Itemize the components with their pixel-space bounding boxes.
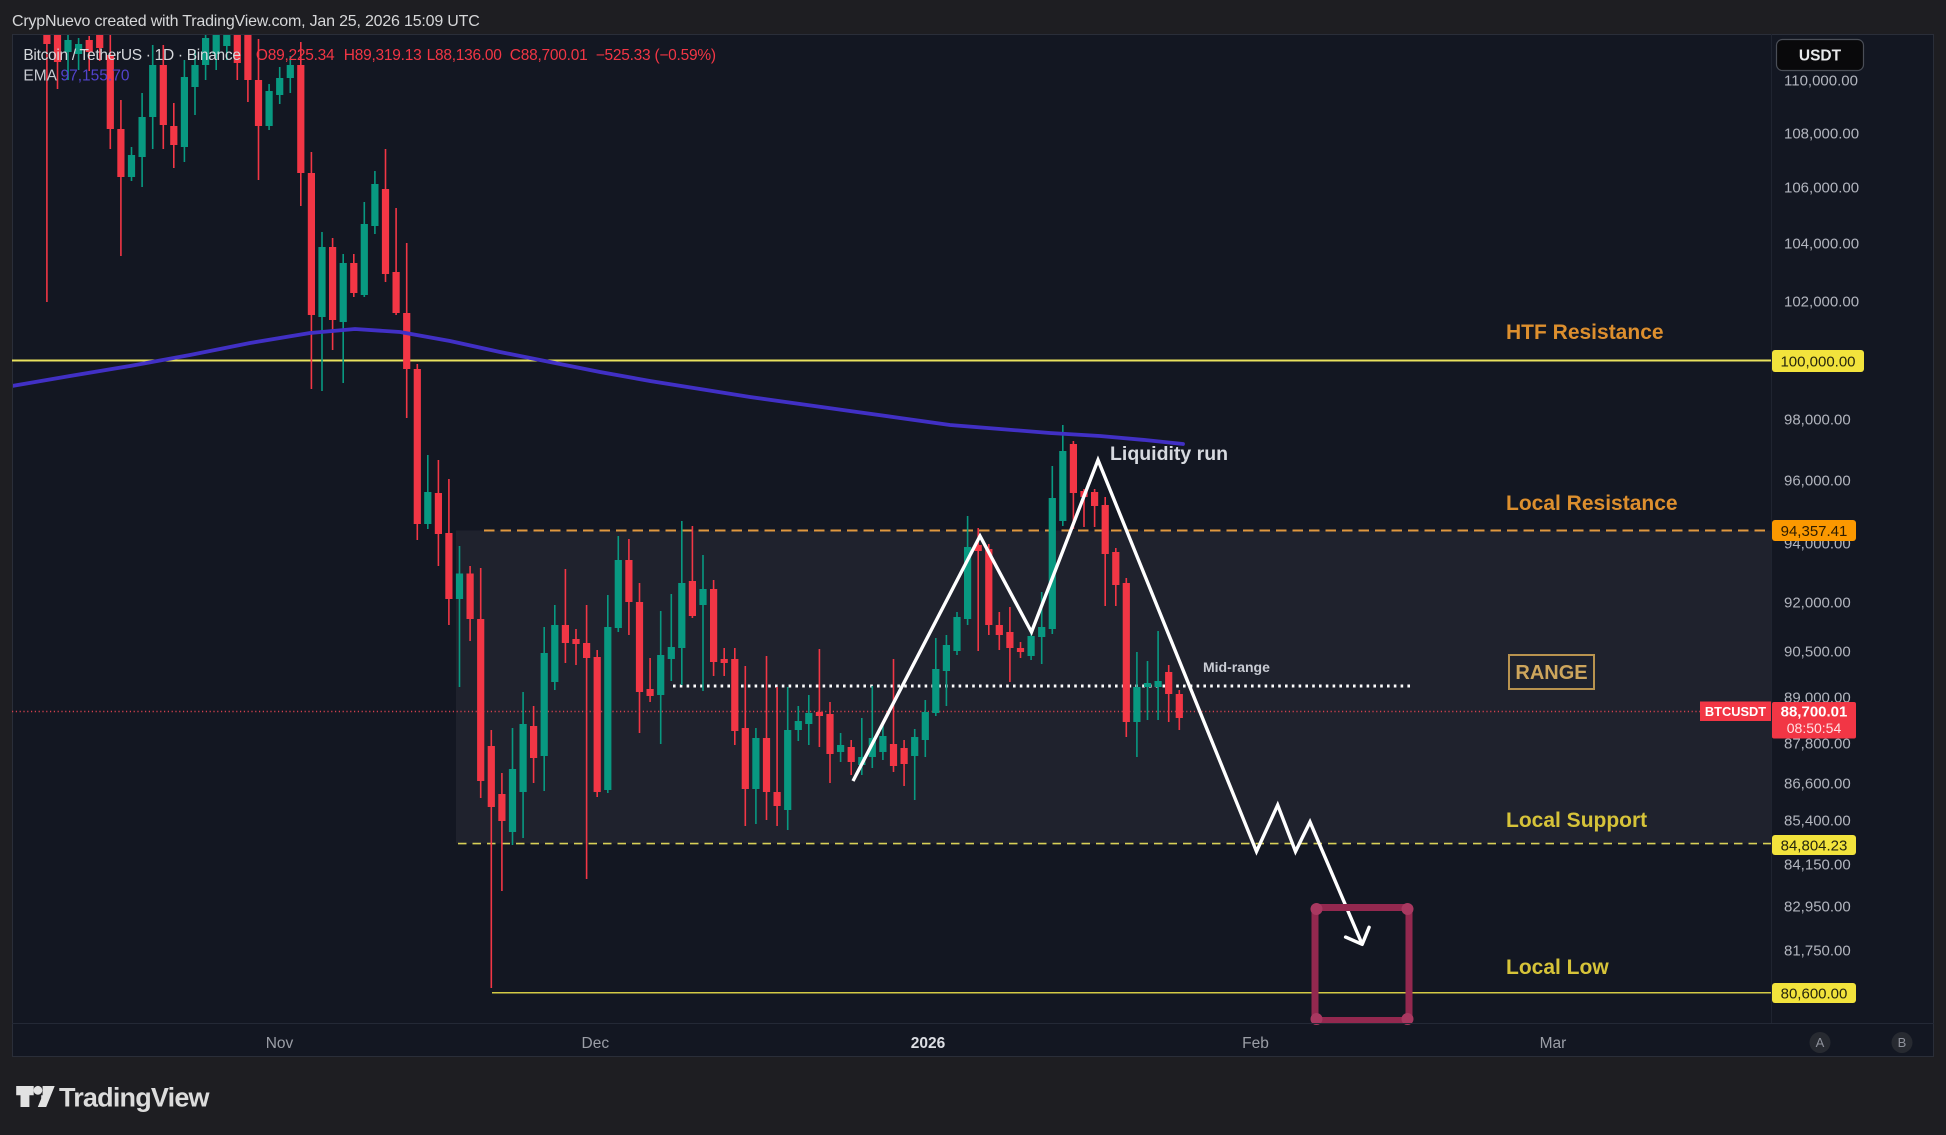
svg-text:BTCUSDT: BTCUSDT — [1705, 704, 1766, 719]
svg-text:100,000.00: 100,000.00 — [1780, 353, 1855, 370]
svg-text:Dec: Dec — [582, 1035, 610, 1052]
svg-text:104,000.00: 104,000.00 — [1784, 236, 1859, 253]
svg-text:84,150.00: 84,150.00 — [1784, 857, 1851, 874]
svg-text:Local Low: Local Low — [1506, 956, 1609, 979]
svg-text:85,400.00: 85,400.00 — [1784, 813, 1851, 830]
svg-text:102,000.00: 102,000.00 — [1784, 294, 1859, 311]
svg-text:−525.33 (−0.59%): −525.33 (−0.59%) — [596, 47, 716, 64]
svg-text:O89,225.34: O89,225.34 — [256, 47, 335, 64]
svg-text:B: B — [1898, 1035, 1907, 1050]
svg-text:08:50:54: 08:50:54 — [1787, 720, 1842, 736]
svg-text:Local Support: Local Support — [1506, 809, 1647, 832]
svg-text:Liquidity run: Liquidity run — [1110, 443, 1228, 465]
svg-text:HTF Resistance: HTF Resistance — [1506, 321, 1664, 344]
svg-text:2026: 2026 — [911, 1035, 946, 1052]
svg-text:97,155.70: 97,155.70 — [61, 67, 130, 84]
svg-text:USDT: USDT — [1799, 48, 1842, 65]
svg-text:94,357.41: 94,357.41 — [1781, 523, 1848, 540]
svg-text:Nov: Nov — [266, 1035, 294, 1052]
svg-text:EMA: EMA — [23, 67, 57, 84]
svg-text:86,600.00: 86,600.00 — [1784, 776, 1851, 793]
svg-text:Bitcoin / TetherUS · 1D · Bina: Bitcoin / TetherUS · 1D · Binance — [23, 47, 240, 64]
svg-text:80,600.00: 80,600.00 — [1781, 985, 1848, 1002]
svg-text:87,800.00: 87,800.00 — [1784, 736, 1851, 753]
svg-text:A: A — [1816, 1035, 1825, 1050]
svg-text:110,000.00: 110,000.00 — [1784, 73, 1858, 90]
svg-text:RANGE: RANGE — [1515, 662, 1587, 684]
svg-text:96,000.00: 96,000.00 — [1784, 473, 1851, 490]
svg-text:C88,700.01: C88,700.01 — [510, 47, 588, 64]
svg-text:88,700.01: 88,700.01 — [1781, 704, 1848, 721]
svg-text:108,000.00: 108,000.00 — [1784, 126, 1859, 143]
svg-text:Mar: Mar — [1540, 1035, 1567, 1052]
svg-text:81,750.00: 81,750.00 — [1784, 943, 1851, 960]
svg-text:CrypNuevo created with Trading: CrypNuevo created with TradingView.com, … — [12, 13, 480, 30]
svg-text:Feb: Feb — [1242, 1035, 1269, 1052]
svg-text:H89,319.13: H89,319.13 — [344, 47, 422, 64]
svg-text:TradingView: TradingView — [59, 1083, 211, 1113]
svg-text:84,804.23: 84,804.23 — [1781, 837, 1848, 854]
svg-text:82,950.00: 82,950.00 — [1784, 899, 1851, 916]
svg-text:90,500.00: 90,500.00 — [1784, 644, 1851, 661]
svg-text:106,000.00: 106,000.00 — [1784, 180, 1859, 197]
svg-text:Mid-range: Mid-range — [1203, 659, 1270, 675]
svg-text:L88,136.00: L88,136.00 — [427, 47, 503, 64]
svg-text:Local Resistance: Local Resistance — [1506, 492, 1678, 515]
svg-text:98,000.00: 98,000.00 — [1784, 412, 1851, 429]
svg-text:92,000.00: 92,000.00 — [1784, 595, 1851, 612]
